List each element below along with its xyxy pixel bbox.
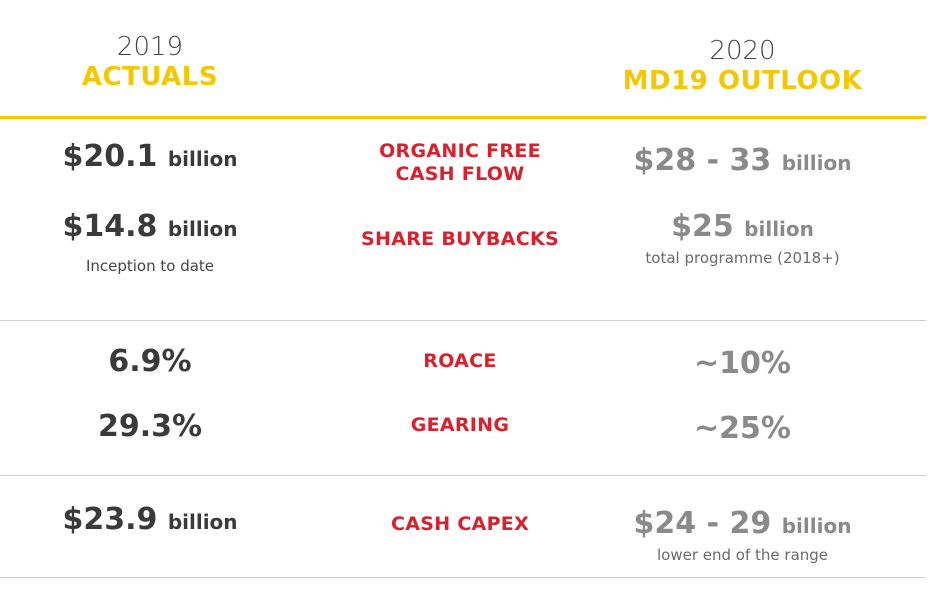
actual-value-gearing: 29.3% — [97, 409, 203, 444]
metric-label-buybacks: SHARE BUYBACKS — [361, 228, 559, 250]
actual-value: $23.9 — [62, 502, 158, 537]
metric-label-line2: CASH FLOW — [395, 163, 525, 185]
outlook-year: 2020 — [709, 36, 776, 66]
outlook-value: $24 - 29 — [633, 506, 772, 541]
actuals-heading: ACTUALS — [81, 62, 219, 92]
actual-value: $14.8 — [62, 209, 158, 244]
outlook-value-ofcf: $28 - 33 billion — [620, 144, 865, 180]
outlook-unit: billion — [781, 514, 852, 538]
actual-value-roace: 6.9% — [108, 344, 192, 379]
header-divider — [0, 116, 926, 119]
actual-unit: billion — [167, 217, 238, 241]
actual-value-ofcf: $20.1 billion — [0, 140, 300, 176]
outlook-value: $25 — [671, 209, 734, 244]
actuals-year: 2019 — [116, 32, 184, 62]
metric-label-ofcf: ORGANIC FREE CASH FLOW — [300, 140, 620, 186]
section-divider-2 — [0, 475, 926, 476]
outlook-value-roace: ~10% — [694, 346, 791, 381]
metric-label-line1: ORGANIC FREE — [379, 140, 541, 162]
metric-label-roace: ROACE — [423, 350, 497, 372]
outlook-unit: billion — [744, 217, 814, 241]
outlook-value-gearing: ~25% — [694, 411, 791, 446]
section-divider-1 — [0, 320, 926, 321]
actual-value-buybacks: $14.8 billion — [0, 210, 300, 246]
metric-label-gearing: GEARING — [410, 414, 510, 436]
metric-label-capex: CASH CAPEX — [390, 513, 530, 535]
actual-unit: billion — [167, 510, 238, 534]
actual-value-capex: $23.9 billion — [0, 503, 300, 539]
outlook-heading: MD19 OUTLOOK — [622, 66, 863, 96]
actual-unit: billion — [167, 147, 238, 171]
actual-note-buybacks: Inception to date — [85, 257, 215, 275]
section-divider-3 — [0, 577, 926, 578]
outlook-note-buybacks: total programme (2018+) — [645, 249, 840, 267]
outlook-unit: billion — [781, 151, 852, 175]
actual-value: $20.1 — [62, 139, 158, 174]
outlook-value-buybacks: $25 billion — [620, 210, 865, 246]
outlook-note-capex: lower end of the range — [656, 546, 829, 564]
outlook-value: $28 - 33 — [633, 143, 772, 178]
outlook-value-capex: $24 - 29 billion — [620, 507, 865, 543]
